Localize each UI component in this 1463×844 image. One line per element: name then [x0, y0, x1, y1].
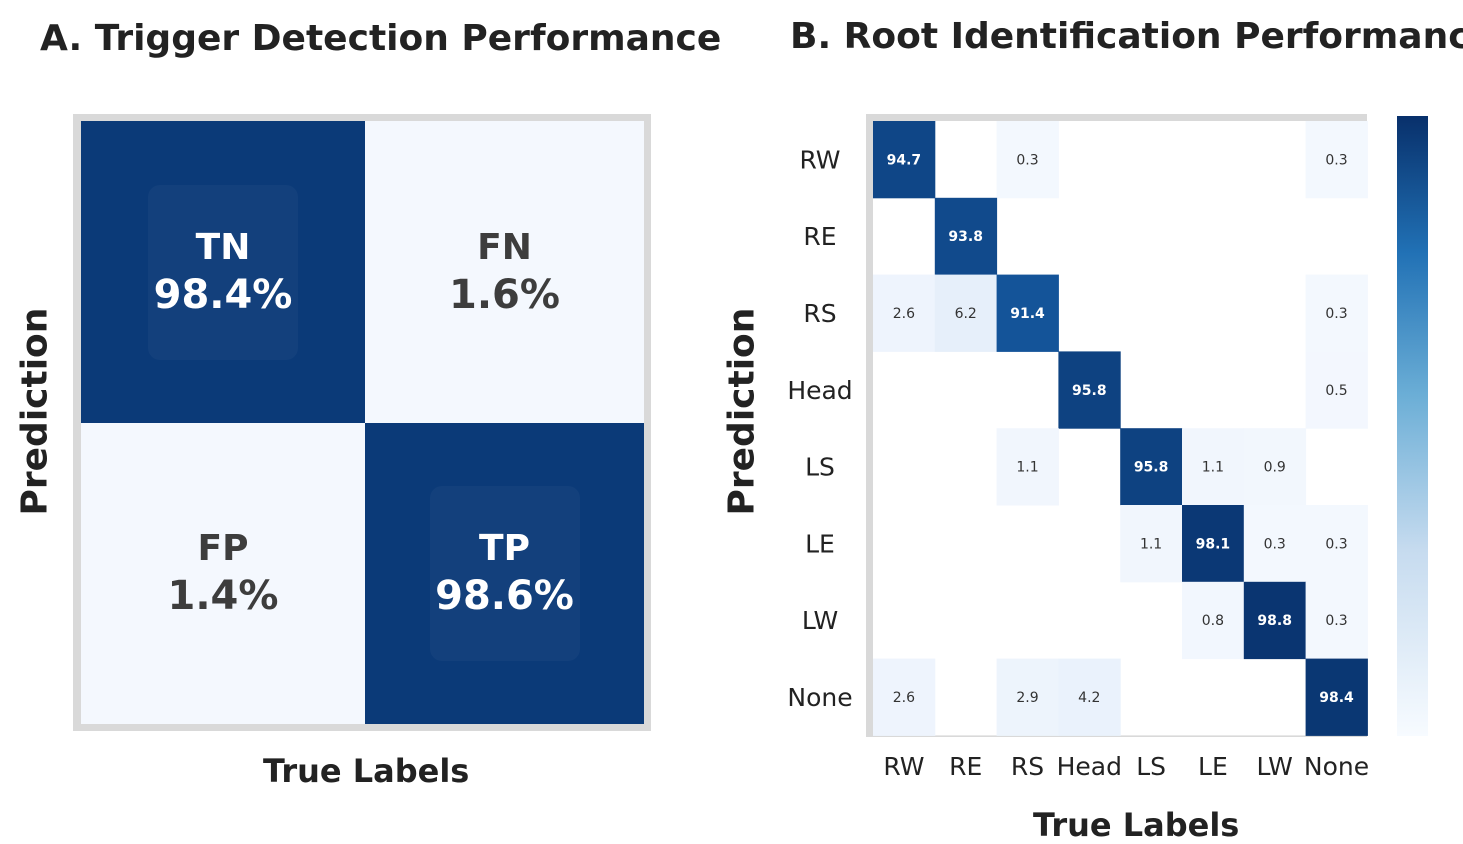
heatmap-value-label: 94.7 — [887, 152, 922, 168]
heatmap-cell — [996, 121, 1059, 199]
matrix-cell-percentage: 98.4% — [153, 271, 293, 318]
heatmap-cell — [934, 274, 998, 352]
heatmap-value-label: 0.5 — [1325, 383, 1347, 399]
heatmap-value-label: 93.8 — [948, 229, 983, 245]
heatmap-cell — [996, 658, 1059, 736]
heatmap-value-label: 0.3 — [1016, 152, 1038, 168]
matrix-cell-percentage: 98.6% — [435, 573, 574, 619]
heatmap-value-label: 0.9 — [1264, 460, 1286, 476]
y-tick-label: LW — [802, 606, 838, 635]
heatmap-cell — [873, 121, 936, 199]
y-tick-label: RS — [803, 299, 836, 328]
heatmap-value-label: 0.3 — [1325, 613, 1347, 629]
x-tick-label: LE — [1198, 752, 1228, 781]
heatmap-value-label: 1.1 — [1140, 536, 1162, 552]
heatmap-cell — [1058, 351, 1121, 429]
heatmap-cell — [1120, 505, 1183, 583]
x-tick-label: None — [1304, 752, 1369, 781]
heatmap-cell — [1305, 121, 1368, 199]
matrix-cell-tn: TN 98.4% — [81, 121, 365, 423]
colorbar — [1397, 116, 1428, 736]
x-tick-label: RW — [883, 752, 924, 781]
x-tick-label: LS — [1136, 752, 1166, 781]
heatmap-value-label: 0.8 — [1202, 613, 1224, 629]
heatmap-cell — [1243, 581, 1307, 660]
y-tick-label: RW — [799, 145, 840, 174]
x-tick-label: Head — [1057, 752, 1122, 781]
heatmap-cell — [1243, 428, 1307, 506]
panel-b-x-axis-label: True Labels — [1033, 806, 1240, 844]
matrix-cell-fp: FP 1.4% — [81, 423, 365, 724]
matrix-cell-fn: FN 1.6% — [365, 121, 644, 423]
heatmap-cell — [1182, 505, 1245, 583]
panel-a-title: A. Trigger Detection Performance — [40, 18, 722, 59]
matrix-cell-label: FP — [197, 528, 249, 569]
heatmap-cell — [1120, 428, 1183, 506]
matrix-cell-percentage: 1.4% — [167, 573, 279, 619]
y-tick-label: LE — [805, 529, 835, 558]
heatmap-cell — [1182, 581, 1245, 660]
heatmap-cell — [873, 274, 936, 352]
heatmap-value-label: 0.3 — [1325, 536, 1347, 552]
panel-a-confusion-matrix: TN 98.4% FN 1.6% FP 1.4% TP 98.6% — [73, 114, 651, 731]
x-tick-label: LW — [1257, 752, 1293, 781]
panel-b-title: B. Root Identification Performance — [790, 16, 1463, 57]
heatmap-cell — [1305, 274, 1368, 352]
heatmap-value-label: 91.4 — [1010, 306, 1045, 322]
heatmap-value-label: 98.8 — [1257, 613, 1292, 629]
heatmap-cell — [1305, 581, 1368, 660]
heatmap-value-label: 98.1 — [1196, 536, 1231, 552]
y-tick-label: RE — [803, 222, 836, 251]
heatmap-cell — [1243, 505, 1307, 583]
x-tick-label: RE — [949, 752, 982, 781]
panel-a-grid: TN 98.4% FN 1.6% FP 1.4% TP 98.6% — [81, 121, 644, 724]
matrix-cell-label: TN — [195, 226, 251, 268]
heatmap-value-label: 4.2 — [1078, 690, 1100, 706]
heatmap-value-label: 1.1 — [1016, 460, 1038, 476]
matrix-cell-tp: TP 98.6% — [365, 423, 644, 724]
heatmap-value-label: 0.3 — [1264, 536, 1286, 552]
heatmap-value-label: 6.2 — [955, 306, 977, 322]
heatmap-cell — [1058, 658, 1121, 736]
heatmap-value-label: 98.4 — [1319, 690, 1354, 706]
heatmap-cell — [1305, 351, 1368, 429]
heatmap-value-label: 2.6 — [893, 690, 915, 706]
heatmap-value-label: 1.1 — [1202, 460, 1224, 476]
heatmap-cell — [934, 197, 998, 276]
heatmap-value-label: 2.9 — [1016, 690, 1038, 706]
heatmap-cell — [1182, 428, 1245, 506]
heatmap-cell — [996, 274, 1059, 352]
heatmap-value-label: 95.8 — [1134, 460, 1169, 476]
y-tick-label: Head — [787, 376, 852, 405]
matrix-cell-label: TP — [479, 528, 530, 569]
panel-a-x-axis-label: True Labels — [263, 752, 470, 790]
y-tick-label: LS — [805, 453, 835, 482]
heatmap-value-label: 0.3 — [1325, 306, 1347, 322]
heatmap-cell — [873, 658, 936, 736]
matrix-cell-percentage: 1.6% — [449, 271, 560, 318]
heatmap-cell — [996, 428, 1059, 506]
heatmap-value-label: 95.8 — [1072, 383, 1107, 399]
x-tick-label: RS — [1011, 752, 1044, 781]
matrix-cell-label: FN — [477, 226, 532, 268]
heatmap-cell — [1305, 658, 1368, 736]
heatmap-value-label: 0.3 — [1325, 152, 1347, 168]
heatmap-value-label: 2.6 — [893, 306, 915, 322]
y-tick-label: None — [787, 683, 852, 712]
heatmap-cell — [1305, 505, 1368, 583]
